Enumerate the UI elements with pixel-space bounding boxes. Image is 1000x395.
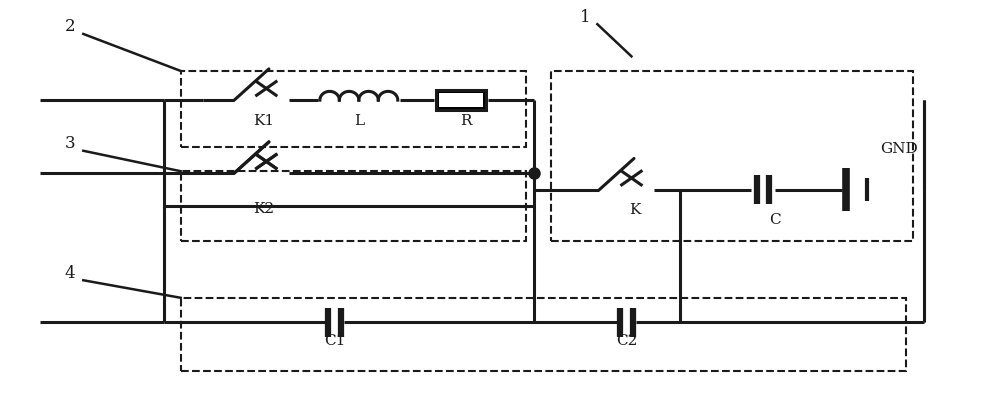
Text: GND: GND [880,142,918,156]
Text: C: C [769,213,780,227]
Text: K: K [629,203,640,217]
Text: 1: 1 [580,9,591,26]
Bar [181,71,526,147]
Text: K1: K1 [253,114,274,128]
Bar [551,71,913,241]
Bar [181,171,526,241]
Bar [181,298,906,371]
Text: R: R [460,114,472,128]
Text: 2: 2 [64,18,75,35]
Text: 4: 4 [64,265,75,282]
Text: C2: C2 [616,334,637,348]
Text: L: L [354,114,364,128]
Bar [436,90,486,110]
Text: C1: C1 [324,334,345,348]
Bar [439,93,483,107]
Text: 3: 3 [64,135,75,152]
Text: K2: K2 [253,202,274,216]
